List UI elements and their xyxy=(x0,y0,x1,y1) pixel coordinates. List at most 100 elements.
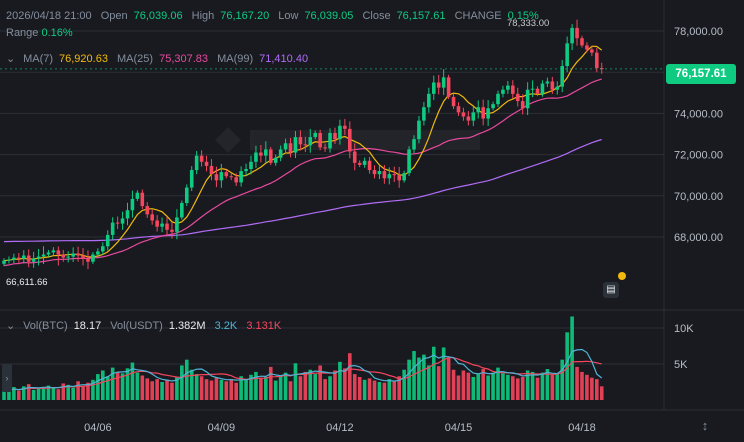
candle-body xyxy=(7,259,11,261)
candle-body xyxy=(565,43,569,67)
candle-body xyxy=(585,45,589,50)
ma7-line xyxy=(3,45,603,262)
candle-body xyxy=(338,125,342,140)
volume-bar xyxy=(244,379,248,400)
candle-body xyxy=(264,149,268,156)
volume-bar xyxy=(288,381,293,400)
volume-collapse-chevron-icon[interactable]: ⌄ xyxy=(6,320,16,332)
event-dot-icon[interactable] xyxy=(618,272,626,280)
volume-bar xyxy=(184,359,189,400)
volume-bar xyxy=(446,358,451,400)
volume-bar xyxy=(427,365,431,400)
candle-body xyxy=(219,172,224,181)
volume-bar xyxy=(431,346,436,400)
candle-body xyxy=(362,160,367,165)
high-value: 76,167.20 xyxy=(220,10,270,22)
price-tick-label: 70,000.00 xyxy=(674,191,723,203)
candle-body xyxy=(229,176,234,178)
volume-bar xyxy=(7,389,11,400)
candle-body xyxy=(555,86,560,90)
candle-body xyxy=(308,137,313,146)
candle-body xyxy=(140,192,145,207)
volume-bar xyxy=(525,370,530,400)
candle-body xyxy=(550,81,555,90)
volume-bar xyxy=(515,378,520,400)
volume-bar xyxy=(145,378,150,400)
vol-btc-value: 18.17 xyxy=(73,320,102,332)
volume-bar xyxy=(441,347,446,400)
volume-bar xyxy=(451,369,456,400)
volume-bar xyxy=(580,371,584,400)
candle-body xyxy=(515,93,520,102)
collapse-chevron-icon[interactable]: ⌄ xyxy=(6,53,16,65)
candle-body xyxy=(175,217,179,232)
candle-body xyxy=(436,82,441,88)
candle-body xyxy=(165,223,169,230)
candle-body xyxy=(204,161,209,166)
volume-bar xyxy=(249,374,253,400)
time-tick-label: 04/09 xyxy=(208,422,236,434)
candle-body xyxy=(12,257,16,260)
vol-ma1-value: 3.2K xyxy=(214,320,238,332)
candle-body xyxy=(180,203,184,218)
volume-bar xyxy=(392,381,397,400)
low-value: 76,039.05 xyxy=(304,10,354,22)
volume-bar xyxy=(352,374,357,400)
document-icon[interactable]: ▤ xyxy=(603,282,619,298)
time-tick-label: 04/12 xyxy=(326,422,354,434)
low-marker: 66,611.66 xyxy=(6,277,48,288)
volume-bar xyxy=(209,380,214,400)
volume-bar xyxy=(496,367,500,400)
volume-bar xyxy=(313,374,318,400)
candle-body xyxy=(520,101,525,109)
candle-body xyxy=(560,66,565,87)
volume-bar xyxy=(170,382,174,400)
ma25-value: 75,307.83 xyxy=(159,53,209,65)
candle-body xyxy=(234,177,238,183)
ma7-label: MA(7) xyxy=(23,53,54,65)
volume-bar xyxy=(377,382,382,400)
volume-bar xyxy=(165,379,169,400)
candle-body xyxy=(184,187,189,204)
price-tick-label: 78,000.00 xyxy=(674,26,723,38)
candle-body xyxy=(466,116,471,121)
fit-screen-icon[interactable]: ↕ xyxy=(701,418,709,433)
candle-body xyxy=(81,255,85,259)
candle-body xyxy=(259,152,263,156)
volume-bar xyxy=(599,386,604,400)
volume-bar xyxy=(199,376,204,400)
candle-body xyxy=(481,107,485,119)
volume-ma2-line xyxy=(3,357,602,392)
volume-bar xyxy=(486,375,490,400)
volume-bar xyxy=(471,376,476,400)
current-price-tag: 76,157.61 xyxy=(666,64,736,84)
candle-body xyxy=(412,139,416,150)
candle-body xyxy=(214,174,219,181)
candle-body xyxy=(352,151,357,163)
volume-bar xyxy=(135,372,140,400)
volume-bar xyxy=(595,379,599,400)
ma7-value: 76,920.63 xyxy=(59,53,108,65)
candle-body xyxy=(328,132,332,149)
volume-bar xyxy=(466,372,471,400)
volume-bar xyxy=(105,376,110,400)
volume-bar xyxy=(96,374,100,400)
volume-bar xyxy=(36,387,41,400)
volume-bar xyxy=(41,388,46,400)
expand-arrow-icon[interactable]: › xyxy=(2,364,12,392)
candle-body xyxy=(451,96,456,107)
volume-bar xyxy=(565,332,569,400)
volume-bar xyxy=(17,390,21,400)
candle-body xyxy=(268,149,273,163)
candle-body xyxy=(130,198,135,211)
candle-body xyxy=(125,210,130,219)
volume-bar xyxy=(545,369,550,400)
volume-bar xyxy=(407,359,411,400)
candle-body xyxy=(545,81,550,84)
volume-bar xyxy=(81,386,85,400)
candle-body xyxy=(323,147,327,149)
candle-body xyxy=(471,112,476,121)
volume-bar xyxy=(125,368,130,400)
candle-body xyxy=(496,93,500,105)
